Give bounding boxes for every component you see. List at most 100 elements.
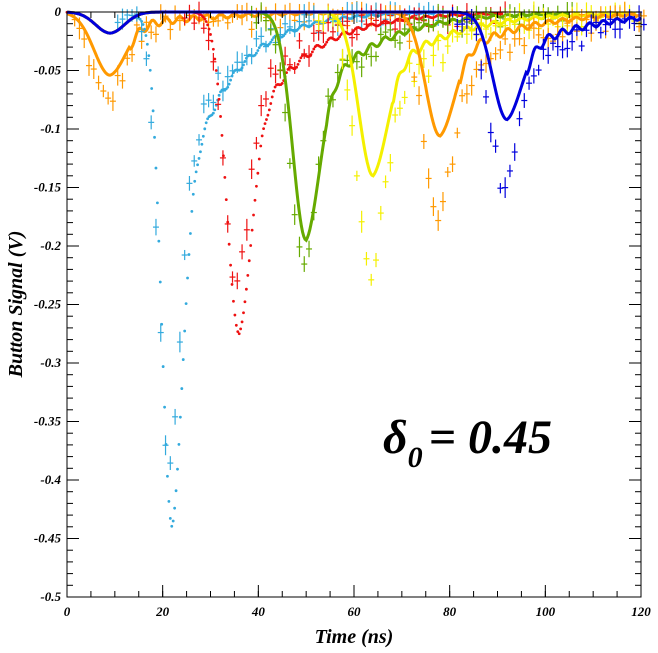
- simulated-point: [148, 68, 152, 72]
- simulated-point: [194, 170, 198, 174]
- simulated-point: [270, 38, 274, 42]
- simulated-point: [178, 415, 182, 419]
- simulated-point: [216, 82, 220, 86]
- simulated-point: [250, 228, 254, 232]
- simulated-point: [190, 210, 194, 213]
- simulated-point: [500, 12, 504, 16]
- y-tick-label: -0.35: [34, 414, 62, 429]
- simulated-point: [181, 358, 185, 361]
- simulated-point: [211, 47, 215, 51]
- simulated-point: [256, 171, 260, 175]
- simulated-point: [191, 192, 195, 196]
- simulated-point: [153, 135, 156, 139]
- simulated-point: [173, 506, 177, 510]
- simulated-point: [206, 23, 210, 27]
- y-tick-label: -0.2: [40, 238, 61, 253]
- x-tick-label: 80: [443, 604, 457, 619]
- simulated-point: [269, 40, 273, 44]
- simulated-point: [249, 244, 253, 247]
- simulated-point: [322, 45, 326, 48]
- simulated-point: [189, 232, 192, 235]
- x-tick-label: 100: [536, 604, 556, 619]
- simulated-point: [158, 280, 162, 284]
- simulated-point: [177, 442, 181, 446]
- simulated-point: [267, 108, 271, 112]
- x-tick-label: 60: [348, 604, 362, 619]
- simulated-point: [266, 113, 270, 117]
- simulated-point: [227, 82, 231, 86]
- simulated-point: [283, 32, 287, 36]
- simulated-point: [217, 93, 221, 97]
- simulated-point: [273, 85, 277, 89]
- simulated-point: [150, 87, 154, 90]
- simulated-point: [269, 102, 273, 105]
- y-tick-label: -0.1: [40, 121, 61, 136]
- simulated-point: [199, 150, 202, 154]
- x-tick-label: 120: [631, 604, 651, 619]
- simulated-point: [168, 516, 172, 520]
- x-tick-label: 40: [251, 604, 266, 619]
- simulated-point: [263, 122, 267, 126]
- delta-annotation: δ0 = 0.45: [383, 411, 552, 474]
- simulated-point: [167, 499, 171, 503]
- delta-value: = 0.45: [429, 411, 552, 464]
- simulated-point: [157, 239, 161, 243]
- simulated-point: [260, 134, 264, 138]
- simulated-point: [144, 34, 148, 37]
- simulated-point: [204, 121, 208, 125]
- simulated-point: [220, 133, 224, 137]
- y-tick-label: -0.5: [40, 589, 61, 604]
- simulated-point: [233, 313, 237, 317]
- simulated-point: [138, 17, 142, 21]
- simulated-point: [255, 51, 258, 55]
- simulated-point: [229, 263, 232, 267]
- simulated-point: [201, 134, 205, 138]
- y-tick-label: -0.05: [34, 63, 62, 78]
- simulated-point: [255, 184, 258, 188]
- simulated-point: [223, 175, 227, 179]
- simulated-point: [166, 474, 169, 478]
- simulated-point: [140, 19, 144, 23]
- y-tick-label: 0: [55, 4, 62, 19]
- y-tick-label: -0.4: [40, 472, 61, 487]
- simulated-point: [176, 467, 179, 471]
- simulated-point: [186, 276, 189, 280]
- simulated-point: [187, 253, 191, 256]
- simulated-point: [174, 489, 178, 493]
- simulated-point: [214, 69, 218, 72]
- y-axis-title: Button Signal (V): [5, 231, 27, 379]
- simulated-point: [204, 20, 208, 23]
- simulated-point: [242, 63, 245, 67]
- axes: 0 20 40 60 80 100 120 0 -0.05 -0.1 -0.15 -0.2 -0.25 -…: [34, 4, 651, 619]
- simulated-point: [267, 42, 271, 46]
- simulated-point: [243, 300, 247, 304]
- simulated-point: [323, 43, 327, 46]
- simulated-point: [265, 118, 268, 121]
- simulated-point: [257, 157, 261, 161]
- simulated-point: [183, 329, 187, 333]
- simulated-point: [196, 163, 199, 167]
- simulated-point: [213, 108, 217, 112]
- simulated-point: [236, 330, 240, 334]
- simulated-point: [237, 332, 241, 336]
- simulated-point: [154, 166, 158, 170]
- simulated-point: [338, 35, 342, 39]
- simulated-point: [156, 201, 159, 205]
- simulated-point: [211, 111, 215, 115]
- simulated-point: [312, 47, 316, 51]
- simulated-point: [244, 287, 248, 291]
- simulated-point: [219, 115, 222, 118]
- simulated-point: [298, 59, 301, 63]
- simulated-point: [270, 95, 274, 99]
- y-tick-label: -0.25: [34, 297, 62, 312]
- simulated-point: [143, 27, 146, 31]
- simulated-point: [229, 78, 232, 82]
- delta-subscript: 0: [408, 441, 423, 474]
- simulated-point: [201, 15, 205, 19]
- x-tick-label: 0: [64, 604, 71, 619]
- simulated-point: [280, 81, 284, 85]
- simulated-point: [247, 259, 251, 263]
- simulated-point: [309, 53, 313, 56]
- simulated-point: [296, 62, 300, 66]
